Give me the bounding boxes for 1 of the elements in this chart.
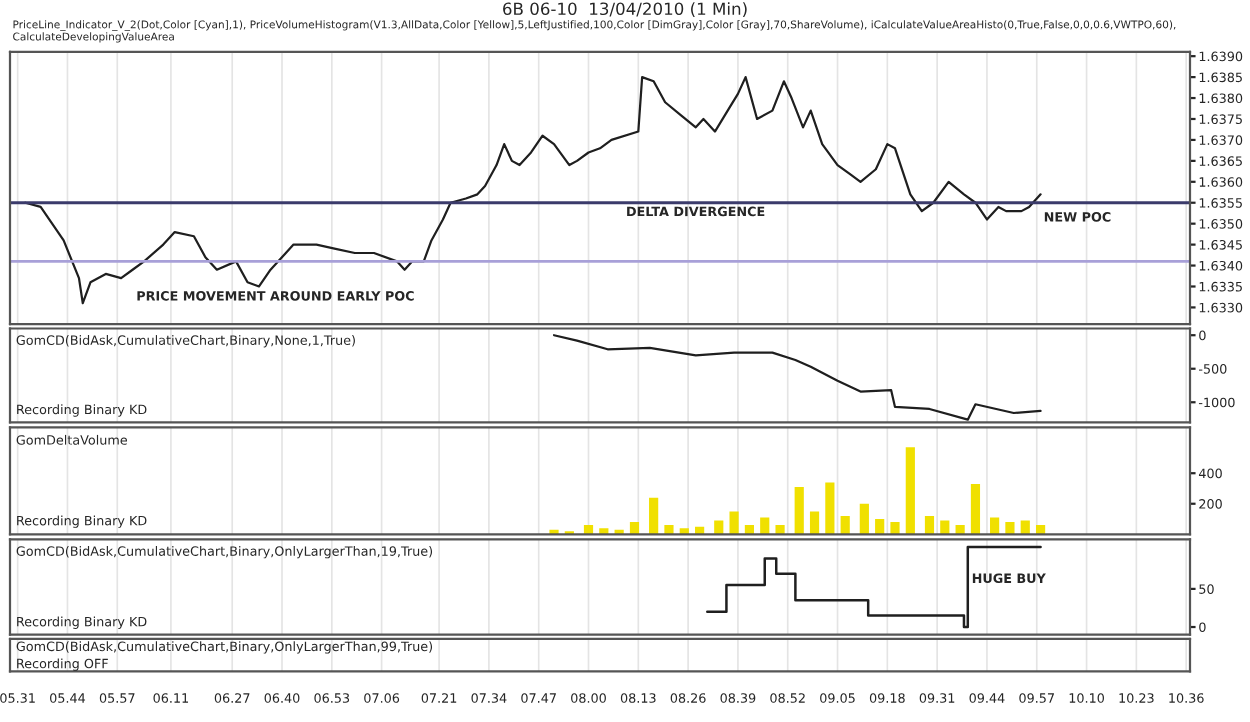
chart-title: 6B 06-10 13/04/2010 (1 Min): [503, 2, 747, 18]
